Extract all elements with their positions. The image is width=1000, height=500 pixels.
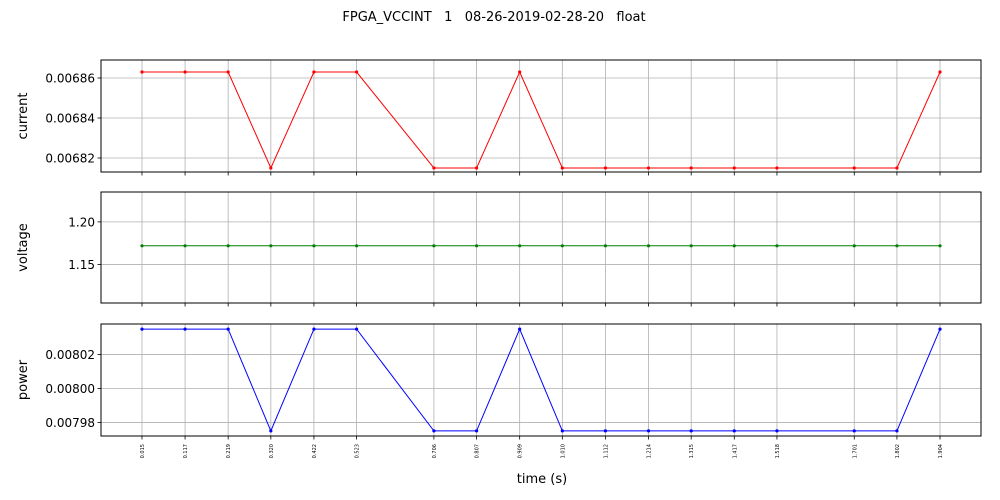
data-point: [560, 244, 564, 248]
data-point: [560, 429, 564, 433]
y-axis-title: current: [16, 93, 31, 140]
data-point: [646, 244, 651, 248]
data-point: [689, 166, 693, 170]
data-point: [852, 429, 856, 433]
data-point: [852, 166, 856, 170]
data-point: [474, 429, 479, 433]
data-point: [938, 244, 942, 248]
y-tick-label: 0.00802: [45, 348, 95, 362]
y-tick-label: 0.00682: [45, 152, 95, 166]
data-point: [432, 166, 436, 170]
x-tick-label: 1.010: [560, 444, 566, 458]
x-tick-label: 1.112: [603, 444, 609, 458]
data-point: [938, 70, 942, 74]
data-point: [226, 327, 230, 331]
data-point: [226, 244, 230, 248]
plot-frame: [100, 191, 982, 304]
y-tick-label: 0.00684: [45, 112, 95, 126]
data-point: [852, 244, 856, 248]
panel-voltage: 1.15 1.20 voltage: [16, 191, 982, 307]
data-point: [895, 166, 899, 170]
data-point: [646, 166, 651, 170]
x-tick-label: 0.807: [475, 444, 481, 458]
x-tick-label: 1.417: [732, 444, 738, 458]
data-point: [895, 244, 899, 248]
data-point: [603, 244, 608, 248]
data-point: [518, 244, 522, 248]
y-tick-label: 1.20: [68, 215, 95, 229]
x-tick-label: 0.219: [226, 444, 232, 458]
data-point: [775, 244, 779, 248]
series-line-power: [141, 327, 941, 433]
y-axis-title: voltage: [16, 223, 31, 272]
panel-power: 0.00798 0.00800 0.00802 power: [16, 323, 982, 440]
series-line-current: [141, 70, 941, 170]
data-point: [354, 244, 359, 248]
y-tick-label: 0.00686: [45, 72, 95, 86]
data-point: [432, 429, 436, 433]
x-tick-label: 0.015: [140, 444, 146, 458]
data-point: [269, 429, 273, 433]
x-tick-label: 1.701: [852, 444, 858, 458]
plot-frame: [100, 323, 982, 437]
data-point: [732, 244, 736, 248]
data-point: [312, 327, 316, 331]
y-tick-label: 0.00798: [45, 416, 95, 430]
data-point: [518, 70, 522, 74]
x-tick-label: 0.909: [518, 444, 524, 458]
x-tick-label: 0.523: [355, 444, 361, 458]
y-tick-label: 0.00800: [45, 382, 95, 396]
data-point: [474, 244, 479, 248]
data-point: [689, 429, 693, 433]
data-point: [269, 166, 273, 170]
data-point: [312, 244, 316, 248]
data-point: [518, 327, 522, 331]
data-point: [775, 429, 779, 433]
data-point: [140, 70, 144, 74]
data-point: [183, 327, 187, 331]
data-point: [140, 327, 144, 331]
data-point: [689, 244, 693, 248]
chart-title: FPGA_VCCINT 1 08-26-2019-02-28-20 float: [342, 10, 645, 25]
data-point: [183, 70, 187, 74]
data-point: [732, 166, 736, 170]
data-point: [354, 327, 359, 331]
data-point: [603, 166, 608, 170]
x-tick-label: 0.706: [432, 444, 438, 458]
panel-current: 0.00682 0.00684 0.00686 current: [16, 59, 982, 176]
x-tick-label: 1.904: [938, 444, 944, 458]
y-tick-label: 1.15: [68, 258, 95, 272]
data-point: [183, 244, 187, 248]
data-point: [560, 166, 564, 170]
x-tick-label: 1.315: [689, 444, 695, 458]
plot-frame: [100, 59, 982, 173]
x-tick-label: 0.422: [312, 444, 318, 458]
x-tick-label: 1.214: [647, 444, 653, 458]
data-point: [603, 429, 608, 433]
data-point: [938, 327, 942, 331]
x-tick-label: 0.117: [183, 444, 189, 458]
data-point: [226, 70, 230, 74]
data-point: [775, 166, 779, 170]
data-point: [732, 429, 736, 433]
data-point: [432, 244, 436, 248]
data-point: [646, 429, 651, 433]
panels: 0.00682 0.00684 0.00686 current 1.15 1.20 volt…: [16, 59, 982, 458]
data-point: [140, 244, 144, 248]
data-point: [474, 166, 479, 170]
x-tick-label: 0.320: [269, 444, 275, 458]
y-axis-title: power: [16, 359, 31, 400]
data-point: [354, 70, 359, 74]
data-point: [312, 70, 316, 74]
x-tick-label: 1.518: [775, 444, 781, 458]
data-point: [895, 429, 899, 433]
data-point: [269, 244, 273, 248]
x-axis-title: time (s): [517, 472, 567, 487]
x-tick-label: 1.802: [895, 444, 901, 458]
